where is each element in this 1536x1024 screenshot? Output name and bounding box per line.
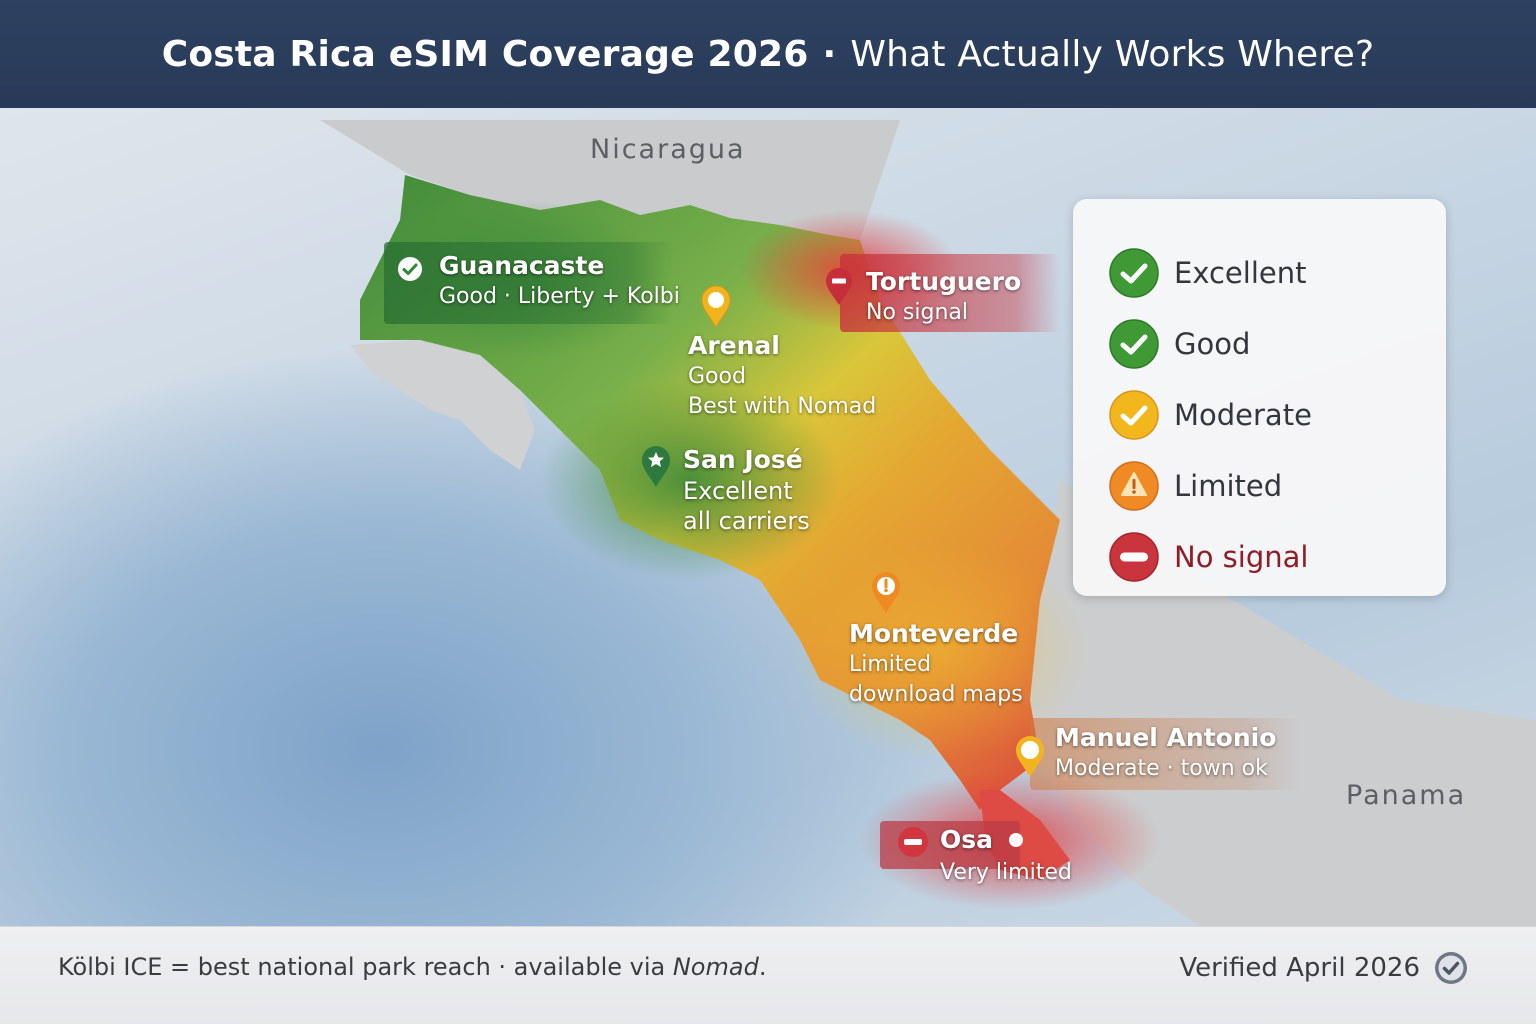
location-monteverde[interactable]: Monteverde Limited download maps bbox=[849, 619, 1023, 707]
location-arenal[interactable]: Arenal Good Best with Nomad bbox=[688, 331, 877, 419]
map-pin-icon[interactable] bbox=[1014, 734, 1046, 778]
location-tortuguero[interactable]: Tortuguero No signal bbox=[866, 267, 1022, 325]
check-circle-icon bbox=[1109, 318, 1159, 369]
verified-badge: Verified April 2026 bbox=[1179, 951, 1468, 985]
location-guanacaste[interactable]: Guanacaste Good · Liberty + Kolbi bbox=[439, 251, 680, 309]
legend-panel: Excellent Good Moderate Limited No signa… bbox=[1073, 199, 1446, 596]
location-dot bbox=[1008, 832, 1024, 848]
nicaragua-landmass bbox=[320, 120, 900, 240]
location-manuel-antonio[interactable]: Manuel Antonio Moderate · town ok bbox=[1055, 723, 1277, 781]
carrier-note: Kölbi ICE = best national park reach · a… bbox=[58, 953, 767, 981]
location-san-jose[interactable]: San José Excellent all carriers bbox=[683, 445, 810, 535]
title-subtitle: What Actually Works Where? bbox=[850, 33, 1375, 75]
legend-item-moderate: Moderate bbox=[1109, 379, 1446, 450]
country-label-nicaragua: Nicaragua bbox=[590, 134, 746, 165]
no-entry-circle-icon bbox=[1109, 531, 1159, 582]
star-pin-icon[interactable] bbox=[640, 444, 672, 488]
legend-item-excellent: Excellent bbox=[1109, 237, 1446, 308]
warning-circle-icon bbox=[1109, 460, 1159, 511]
country-label-panama: Panama bbox=[1346, 780, 1467, 811]
check-circle-icon[interactable] bbox=[397, 256, 423, 282]
tortuguero-band bbox=[840, 254, 1060, 332]
warning-pin-icon[interactable] bbox=[870, 570, 902, 614]
no-entry-pin-icon[interactable] bbox=[824, 266, 854, 306]
check-badge-icon bbox=[1435, 952, 1467, 984]
check-circle-icon bbox=[1109, 247, 1159, 298]
title-main: Costa Rica eSIM Coverage 2026 bbox=[161, 33, 809, 75]
nomad-emphasis: Nomad bbox=[672, 953, 759, 981]
manuel-antonio-band bbox=[1030, 718, 1300, 790]
title-separator: · bbox=[822, 33, 837, 75]
no-entry-icon[interactable] bbox=[897, 826, 929, 858]
guanacaste-band bbox=[384, 242, 674, 324]
legend-item-limited: Limited bbox=[1109, 450, 1446, 521]
title-bar: Costa Rica eSIM Coverage 2026 · What Act… bbox=[0, 0, 1536, 108]
location-osa[interactable]: Osa Very limited bbox=[940, 825, 1072, 885]
map-pin-icon[interactable] bbox=[700, 284, 732, 328]
legend-item-no-signal: No signal bbox=[1109, 521, 1446, 592]
check-circle-icon bbox=[1109, 389, 1159, 440]
legend-item-good: Good bbox=[1109, 308, 1446, 379]
footer-bar: Kölbi ICE = best national park reach · a… bbox=[0, 926, 1536, 1024]
